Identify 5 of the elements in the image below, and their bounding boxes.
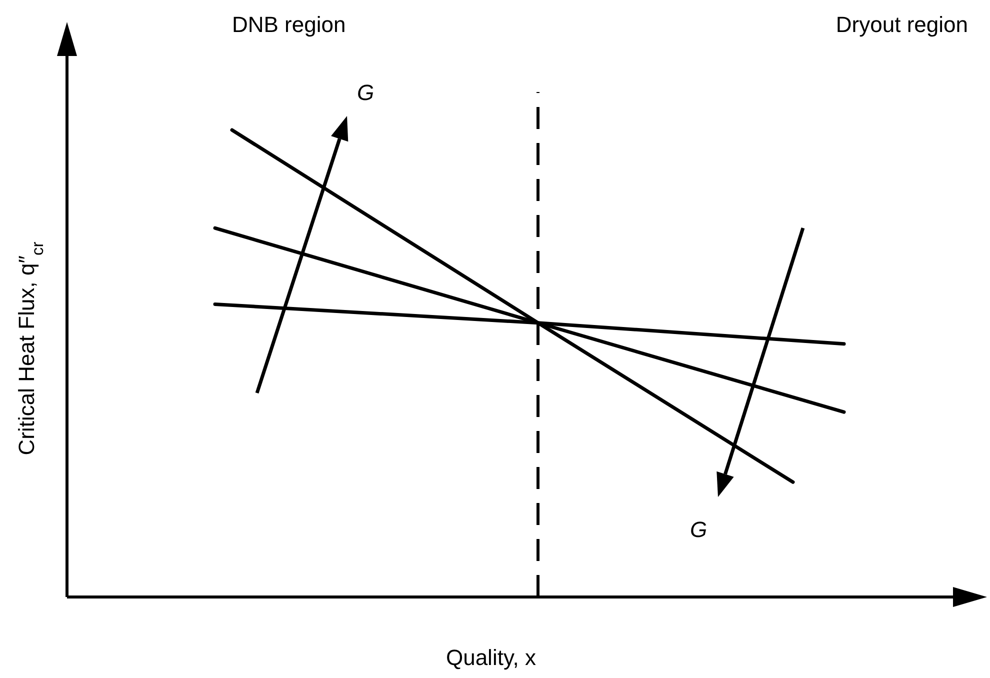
text: Dryout region <box>836 12 968 37</box>
text: DNB region <box>232 12 346 37</box>
annotation: G <box>690 517 708 542</box>
text: G <box>357 80 374 105</box>
x-axis-title: Quality, x <box>446 645 536 670</box>
